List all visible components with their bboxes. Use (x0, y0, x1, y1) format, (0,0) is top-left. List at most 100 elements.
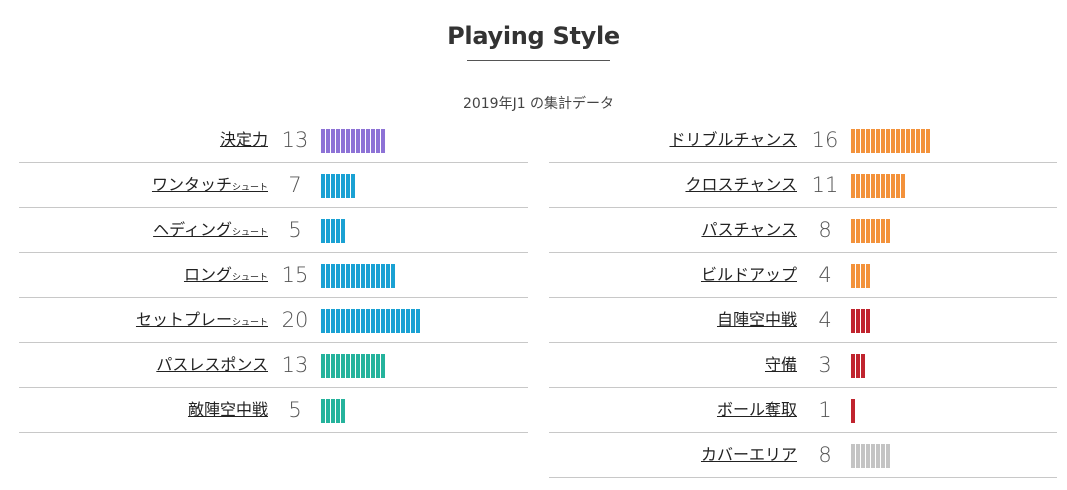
bar-segment (341, 399, 346, 423)
bar-segment (871, 129, 876, 153)
stat-label-link[interactable]: セットプレーシュート (136, 311, 268, 332)
stat-bar (321, 174, 356, 198)
stat-bar (851, 309, 871, 333)
stat-value: 4 (818, 308, 832, 332)
bar-segment (866, 264, 871, 288)
bar-segment (866, 129, 871, 153)
stat-row: ドリブルチャンス 16 (549, 118, 1057, 163)
bar-segment (886, 444, 891, 468)
stat-bar (321, 264, 396, 288)
stat-label-link[interactable]: ヘディングシュート (153, 221, 268, 242)
stat-label-text: ロング (183, 265, 232, 284)
bar-segment (881, 444, 886, 468)
stat-label-link[interactable]: カバーエリア (701, 446, 797, 464)
bar-segment (886, 219, 891, 243)
stat-label-text: パスチャンス (701, 220, 797, 239)
stat-label-link[interactable]: ロングシュート (184, 266, 268, 287)
bar-segment (341, 309, 346, 333)
bar-segment (861, 219, 866, 243)
bar-segment (411, 309, 416, 333)
bar-segment (376, 264, 381, 288)
bar-segment (386, 264, 391, 288)
stat-value: 1 (818, 398, 832, 422)
bar-segment (336, 399, 341, 423)
stat-label-link[interactable]: ワンタッチシュート (152, 176, 268, 197)
bar-segment (396, 309, 401, 333)
bar-segment (356, 354, 361, 378)
stat-label-text: 守備 (764, 355, 797, 374)
bar-segment (326, 264, 331, 288)
bar-segment (856, 264, 861, 288)
bar-segment (341, 354, 346, 378)
bar-segment (351, 309, 356, 333)
bar-segment (876, 174, 881, 198)
stat-value: 13 (281, 128, 309, 152)
bar-segment (856, 444, 861, 468)
stat-label-suffix: シュート (231, 273, 268, 283)
stat-row: セットプレーシュート 20 (19, 298, 528, 343)
stat-label-link[interactable]: 敵陣空中戦 (188, 401, 268, 419)
bar-segment (856, 174, 861, 198)
bar-segment (376, 309, 381, 333)
bar-segment (856, 354, 861, 378)
stat-label-suffix: シュート (231, 183, 268, 193)
bar-segment (371, 264, 376, 288)
bar-segment (891, 129, 896, 153)
stat-label-link[interactable]: ビルドアップ (701, 266, 797, 284)
stat-label-text: 自陣空中戦 (716, 310, 797, 329)
stat-label-link[interactable]: パスレスポンス (156, 356, 268, 374)
stat-label-link[interactable]: ボール奪取 (717, 401, 797, 419)
bar-segment (896, 129, 901, 153)
stat-label-text: カバーエリア (700, 445, 797, 464)
stat-row: 決定力 13 (19, 118, 528, 163)
stat-value: 5 (288, 398, 302, 422)
bar-segment (866, 174, 871, 198)
bar-segment (331, 399, 336, 423)
bar-segment (361, 129, 366, 153)
bar-segment (361, 354, 366, 378)
stat-label-text: パスレスポンス (156, 355, 268, 374)
bar-segment (326, 309, 331, 333)
stat-label-link[interactable]: 守備 (765, 356, 797, 374)
bar-segment (341, 264, 346, 288)
stat-value: 15 (281, 263, 309, 287)
bar-segment (321, 129, 326, 153)
stat-bar (851, 354, 866, 378)
bar-segment (876, 219, 881, 243)
bar-segment (891, 174, 896, 198)
bar-segment (331, 174, 336, 198)
stat-row: ボール奪取 1 (549, 388, 1057, 433)
bar-segment (416, 309, 421, 333)
bar-segment (906, 129, 911, 153)
bar-segment (351, 354, 356, 378)
stat-label-link[interactable]: クロスチャンス (685, 176, 797, 194)
stat-label-link[interactable]: 自陣空中戦 (717, 311, 797, 329)
stat-label-link[interactable]: パスチャンス (701, 221, 797, 239)
bar-segment (326, 129, 331, 153)
bar-segment (851, 174, 856, 198)
bar-segment (381, 129, 386, 153)
bar-segment (911, 129, 916, 153)
stat-label-link[interactable]: 決定力 (220, 131, 268, 149)
bar-segment (901, 174, 906, 198)
bar-segment (321, 309, 326, 333)
stat-row: パスチャンス 8 (549, 208, 1057, 253)
bar-segment (856, 219, 861, 243)
stat-label-link[interactable]: ドリブルチャンス (669, 131, 797, 149)
bar-segment (851, 444, 856, 468)
stat-value: 16 (811, 128, 839, 152)
bar-segment (321, 219, 326, 243)
stat-row: ビルドアップ 4 (549, 253, 1057, 298)
stat-value: 5 (288, 218, 302, 242)
bar-segment (366, 354, 371, 378)
bar-segment (366, 309, 371, 333)
bar-segment (381, 354, 386, 378)
stat-label-suffix: シュート (231, 228, 268, 238)
stat-value: 13 (281, 353, 309, 377)
stat-row: 自陣空中戦 4 (549, 298, 1057, 343)
bar-segment (361, 264, 366, 288)
bar-segment (876, 129, 881, 153)
stat-bar (851, 399, 856, 423)
stat-label-text: ボール奪取 (716, 400, 797, 419)
bar-segment (861, 264, 866, 288)
